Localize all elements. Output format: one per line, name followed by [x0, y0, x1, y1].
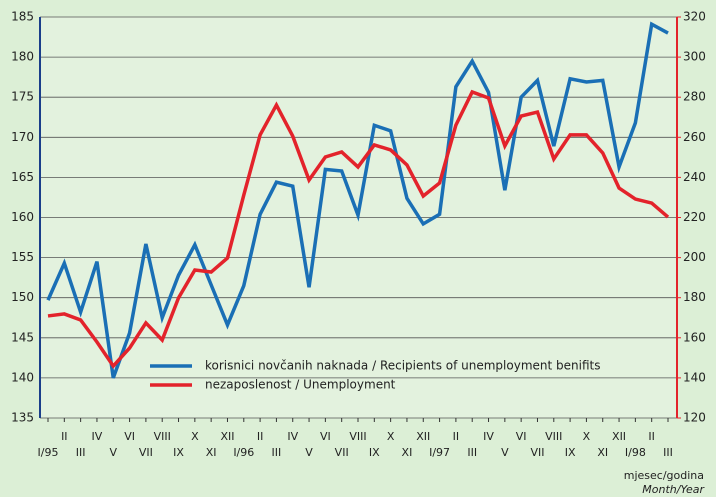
legend-label: korisnici novčanih naknada / Recipients …: [205, 359, 600, 373]
x-axis-label: mjesec/godina: [624, 469, 704, 482]
x-tick-label: XI: [206, 446, 217, 459]
y-tick-label: 180: [11, 50, 34, 64]
y-tick-label: 145: [11, 330, 34, 344]
x-tick-label: XII: [612, 430, 626, 443]
x-tick-label: XI: [597, 446, 608, 459]
x-tick-label: VIII: [349, 430, 366, 443]
x-tick-label: VIII: [545, 430, 562, 443]
x-tick-label: II: [648, 430, 655, 443]
x-tick-label: III: [663, 446, 673, 459]
x-tick-label: VI: [320, 430, 331, 443]
x-tick-label: X: [387, 430, 395, 443]
x-tick-label: I/96: [233, 446, 254, 459]
x-tick-label: II: [453, 430, 460, 443]
y2-tick-label: 160: [683, 330, 706, 344]
x-tick-label: IX: [565, 446, 576, 459]
x-tick-label: VI: [124, 430, 135, 443]
y2-tick-label: 140: [683, 370, 706, 384]
x-tick-label: V: [305, 446, 313, 459]
y2-tick-label: 260: [683, 130, 706, 144]
y2-tick-label: 300: [683, 50, 706, 64]
legend-label: nezaposlenost / Unemployment: [205, 378, 396, 392]
y-tick-label: 155: [11, 250, 34, 264]
x-tick-label: VII: [139, 446, 153, 459]
y-tick-label: 160: [11, 210, 34, 224]
x-tick-label: VII: [530, 446, 544, 459]
x-tick-label: IV: [92, 430, 103, 443]
x-tick-label: IX: [173, 446, 184, 459]
x-tick-label: VIII: [154, 430, 171, 443]
x-tick-label: IX: [369, 446, 380, 459]
x-tick-label: VII: [335, 446, 349, 459]
y-tick-label: 170: [11, 130, 34, 144]
x-tick-label: IV: [287, 430, 298, 443]
line-series: [47, 89, 670, 369]
line-series: [46, 21, 669, 379]
x-tick-label: XI: [402, 446, 413, 459]
x-tick-label: III: [272, 446, 282, 459]
y2-tick-label: 220: [683, 210, 706, 224]
y-tick-label: 150: [11, 290, 34, 304]
x-tick-label: II: [257, 430, 264, 443]
y-tick-label: 140: [11, 370, 34, 384]
x-tick-label: V: [501, 446, 509, 459]
y2-tick-label: 200: [683, 250, 706, 264]
x-tick-label: X: [191, 430, 199, 443]
x-tick-label: I/95: [38, 446, 59, 459]
x-tick-label: VI: [516, 430, 527, 443]
x-tick-label: X: [583, 430, 591, 443]
x-tick-label: XII: [220, 430, 234, 443]
x-tick-label: I/98: [625, 446, 646, 459]
x-tick-label: I/97: [429, 446, 450, 459]
y2-tick-label: 120: [683, 411, 706, 425]
x-tick-label: XII: [416, 430, 430, 443]
y-tick-label: 165: [11, 170, 34, 184]
y2-tick-label: 240: [683, 170, 706, 184]
y2-tick-label: 180: [683, 290, 706, 304]
y-tick-label: 185: [11, 10, 34, 24]
y-tick-label: 175: [11, 90, 34, 104]
x-tick-label: V: [109, 446, 117, 459]
x-tick-label: II: [61, 430, 68, 443]
y2-tick-label: 280: [683, 90, 706, 104]
x-tick-label: III: [467, 446, 477, 459]
x-tick-label: III: [76, 446, 86, 459]
x-tick-label: IV: [483, 430, 494, 443]
y2-tick-label: 320: [683, 10, 706, 24]
y-tick-label: 135: [11, 411, 34, 425]
x-axis-label-en: Month/Year: [642, 483, 705, 496]
